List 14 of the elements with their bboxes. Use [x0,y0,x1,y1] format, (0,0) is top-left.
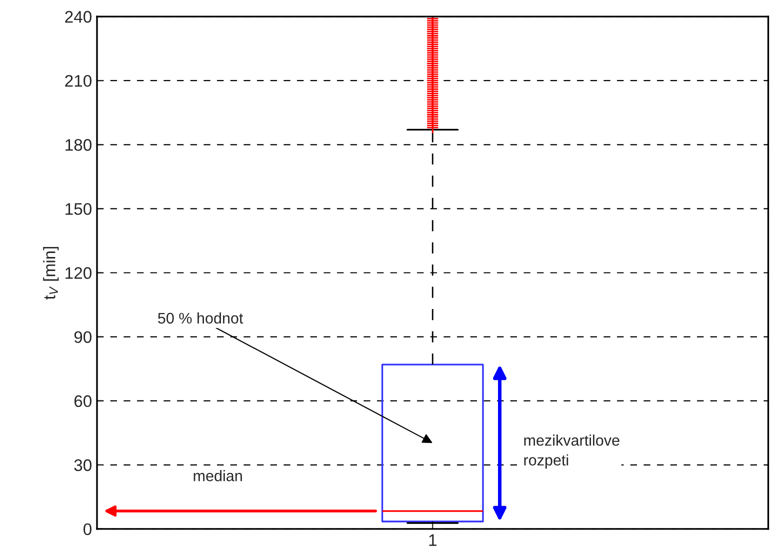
y-tick-label: 240 [65,10,92,23]
y-tick-label: 150 [66,203,92,215]
annotation: median [194,470,242,482]
y-tick-label: 60 [74,395,92,408]
y-tick-label: 120 [66,267,92,279]
y-axis-title: t$_{V}$ [min] [43,246,59,300]
annotation: 50 % hodnot [158,312,244,324]
annotation: mezikvartilove rozpeti [524,434,620,469]
y-tick-label: 180 [66,139,92,151]
y-tick-label: 30 [74,459,92,472]
y-tick-label: 210 [65,74,92,87]
y-tick-label: 0 [84,523,92,536]
x-tick-label: 1 [429,534,436,546]
y-tick-label: 90 [74,331,92,343]
